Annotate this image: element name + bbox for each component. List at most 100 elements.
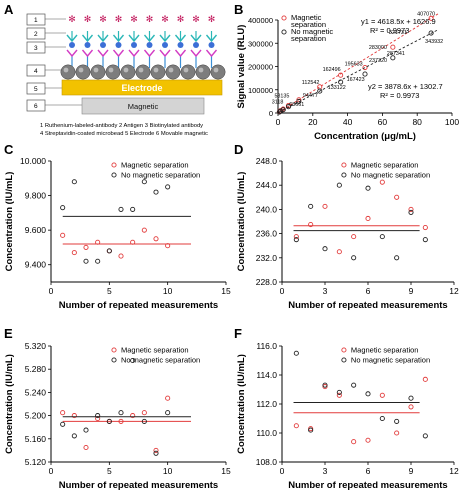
data-label: 3118 [272,100,284,106]
panel-label-e: E [4,326,13,341]
panel-label-f: F [234,326,242,341]
antigen [162,42,168,48]
number-box-2 [26,27,46,40]
data-point [336,392,342,398]
data-point [130,413,136,419]
x-tick-label: 0 [49,466,54,476]
legend-marker [341,172,347,178]
chart-c: 0 5 10 15 9.400 9.600 9.800 10.000 Number of rep… [4,156,231,311]
microbead-highlight [213,67,219,73]
y-tick-label: 0 [269,109,273,118]
y-tick-label: 236.0 [256,229,278,239]
data-point [408,395,414,401]
series-no-magnetic-separation [293,350,428,439]
data-point [422,237,428,243]
data-label: 237320 [369,58,387,64]
panel-label-c: C [4,142,14,157]
schematic-caption-line2: 4 Streptavidin-coated microbead 5 Electr… [40,131,208,137]
y-tick-label: 100000 [248,86,273,95]
data-point [106,248,112,254]
data-point [351,382,357,388]
data-point [351,439,357,445]
data-point [141,179,147,185]
y-tick-label: 240.0 [256,204,278,214]
legend-marker [341,162,347,168]
data-point [153,447,159,453]
series-no-magnetic-separation [276,29,439,115]
legend-marker [341,347,347,353]
data-point [336,182,342,188]
legend-label: No magnetic separation [291,27,333,43]
number-box-5 [26,82,46,95]
x-tick-label: 15 [221,286,231,296]
number-box-6 [26,99,46,112]
data-point [422,376,428,382]
data-label: 133122 [328,85,346,91]
streptavidin-microbead [195,64,211,80]
x-axis-label: Number of repeated measurements [59,480,218,491]
legend-label: Magnetic separation [351,346,419,355]
data-point [130,206,136,212]
data-point [293,234,299,240]
y-axis-label: Concentration (IU/mL) [236,354,247,454]
biotinylated-antibody [128,49,140,58]
x-tick-label: 6 [366,286,371,296]
data-point [408,206,414,212]
data-point [308,427,314,433]
data-point [71,433,77,439]
antigen [193,42,199,48]
x-tick-label: 20 [308,117,318,127]
antigen [100,42,106,48]
y-tick-label: 108.0 [256,457,278,467]
data-point [130,357,136,364]
number-4: 4 [34,68,38,75]
data-point [153,450,159,456]
legend-label: No magnetic separation [351,356,430,365]
legend-marker [111,357,117,363]
charts-layer: 0 20 40 60 80 1000100000200000300000400000Con… [4,11,459,491]
data-point [95,413,101,419]
data-point [60,232,66,238]
data-point [118,253,124,259]
biotinylated-antibody [66,49,78,58]
data-point [141,410,147,416]
series-magnetic-separation [293,179,428,255]
chart-b: 0 20 40 60 80 100 0 100000 200000 300000 400000 Con… [236,11,459,142]
chart-d: 0 3 6 9 12 228.0 232.0 236.0 240.0 244.0 248.0 Numb… [236,156,459,311]
y-tick-label: 232.0 [256,253,278,263]
data-label: 343932 [425,39,443,45]
schematic-panel-a: 1 2 3 4 5 6 ✻ ✻ ✻ ✻ ✻ ✻ ✻ ✻ ✻ ✻ Electrode Magneti… [26,13,226,137]
fit-equation-1: y1 = 4618.5x + 1626.9 [361,17,436,26]
data-point [362,64,368,71]
panel-label-d: D [234,142,243,157]
data-point [394,194,400,200]
biotinylated-antibody [81,49,94,58]
data-point [390,44,396,50]
x-tick-label: 9 [409,286,414,296]
y-tick-label: 300000 [248,39,273,48]
ruthenium-label-icon: ✻ [208,15,216,25]
data-point [394,430,400,436]
data-point [153,236,159,242]
series-magnetic-separation [293,376,428,445]
x-axis-label: Number of repeated measurements [59,300,218,311]
data-label: 94477 [303,93,318,99]
x-tick-label: 5 [107,466,112,476]
streptavidin-microbead [210,64,226,80]
series-magnetic-separation [60,395,191,453]
antibody-assemblies: ✻ ✻ ✻ ✻ ✻ ✻ ✻ ✻ ✻ ✻ [66,15,218,68]
panel-label-b: B [234,2,243,17]
data-point [118,410,124,416]
data-point [285,104,291,110]
antigen [69,42,75,48]
y-tick-label: 5.280 [25,364,47,374]
data-point [336,249,342,255]
antigen [208,42,215,48]
y-tick-label: 9.400 [25,260,47,270]
antigen [131,42,137,48]
data-point [362,71,368,77]
data-point [95,258,101,264]
ruthenium-label-icon: ✻ [130,15,138,25]
data-point [60,421,66,427]
